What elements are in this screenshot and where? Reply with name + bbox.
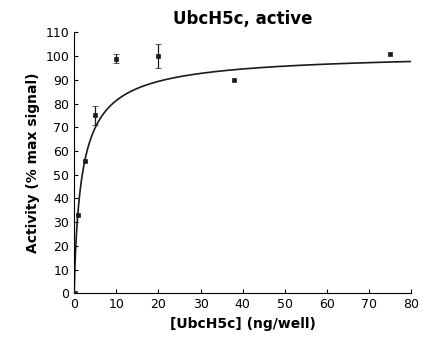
Title: UbcH5c, active: UbcH5c, active [173,10,312,28]
Y-axis label: Activity (% max signal): Activity (% max signal) [26,73,40,253]
X-axis label: [UbcH5c] (ng/well): [UbcH5c] (ng/well) [170,317,316,331]
